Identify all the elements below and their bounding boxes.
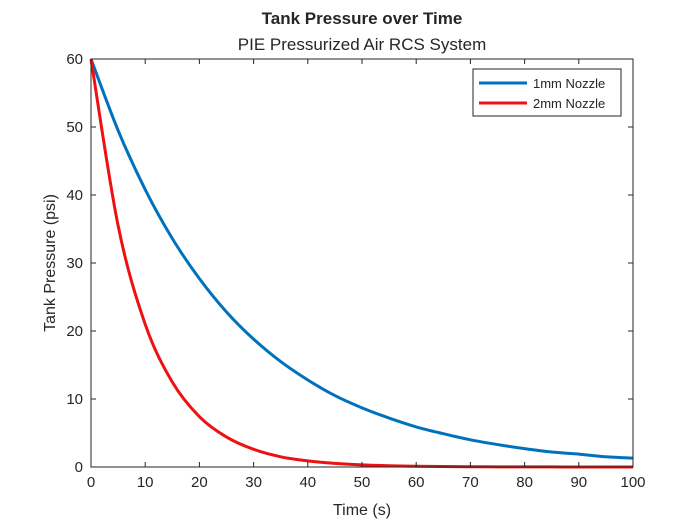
series-line-1 bbox=[89, 58, 634, 460]
y-axis: 0 10 20 30 40 50 60 bbox=[66, 51, 633, 476]
y-axis-label: Tank Pressure (psi) bbox=[42, 194, 59, 332]
y-tick-label: 30 bbox=[66, 255, 83, 272]
legend-label-1: 1mm Nozzle bbox=[533, 76, 605, 91]
x-tick-label: 100 bbox=[620, 474, 645, 491]
y-tick-label: 60 bbox=[66, 51, 83, 68]
x-axis: 0 10 20 30 40 50 60 70 80 90 100 bbox=[87, 59, 646, 491]
plot-area: 0 10 20 30 40 50 60 70 80 90 100 0 10 20 30 40 50 60 bbox=[66, 51, 645, 491]
legend: 1mm Nozzle 2mm Nozzle bbox=[472, 68, 622, 117]
x-axis-label: Time (s) bbox=[333, 502, 391, 519]
x-tick-label: 20 bbox=[191, 474, 208, 491]
y-tick-label: 20 bbox=[66, 323, 83, 340]
y-tick-label: 40 bbox=[66, 187, 83, 204]
x-tick-label: 70 bbox=[462, 474, 479, 491]
x-tick-label: 80 bbox=[516, 474, 533, 491]
x-tick-label: 0 bbox=[87, 474, 95, 491]
y-tick-label: 0 bbox=[75, 459, 83, 476]
y-tick-label: 10 bbox=[66, 391, 83, 408]
x-tick-label: 60 bbox=[408, 474, 425, 491]
plot-background bbox=[91, 59, 633, 467]
x-tick-label: 40 bbox=[299, 474, 316, 491]
x-tick-label: 10 bbox=[137, 474, 154, 491]
chart-title: Tank Pressure over Time bbox=[262, 9, 463, 28]
legend-label-2: 2mm Nozzle bbox=[533, 96, 605, 111]
x-tick-label: 50 bbox=[354, 474, 371, 491]
chart-subtitle: PIE Pressurized Air RCS System bbox=[238, 35, 486, 54]
y-tick-label: 50 bbox=[66, 119, 83, 136]
x-tick-label: 30 bbox=[245, 474, 262, 491]
legend-box bbox=[472, 68, 622, 117]
x-tick-label: 90 bbox=[570, 474, 587, 491]
